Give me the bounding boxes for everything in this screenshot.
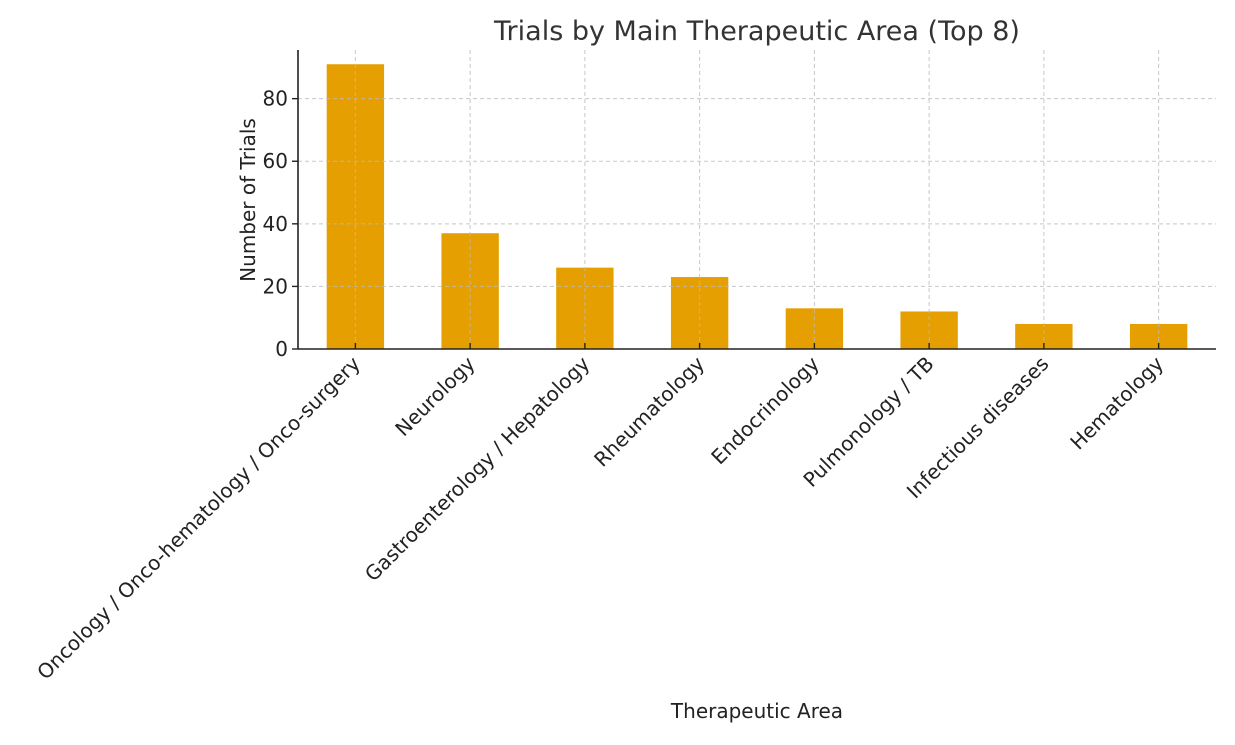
y-tick-label: 80 xyxy=(263,87,288,111)
y-axis-label: Number of Trials xyxy=(236,118,260,282)
x-tick-label: Neurology xyxy=(390,351,479,440)
y-tick-label: 40 xyxy=(263,212,288,236)
bar xyxy=(785,308,844,349)
x-tick-label: Hematology xyxy=(1065,351,1168,454)
x-tick-label: Oncology / Onco-hematology / Onco-surger… xyxy=(32,351,365,684)
y-tick-label: 0 xyxy=(275,337,288,361)
x-tick-label: Endocrinology xyxy=(706,351,824,469)
chart-title: Trials by Main Therapeutic Area (Top 8) xyxy=(493,16,1020,47)
x-axis-label: Therapeutic Area xyxy=(670,699,843,723)
bar xyxy=(556,267,614,349)
x-tick-label: Rheumatology xyxy=(589,351,709,471)
x-tick-label: Gastroenterology / Hepatology xyxy=(360,351,595,586)
y-tick-label: 20 xyxy=(263,274,288,298)
y-tick-label: 60 xyxy=(263,149,288,173)
